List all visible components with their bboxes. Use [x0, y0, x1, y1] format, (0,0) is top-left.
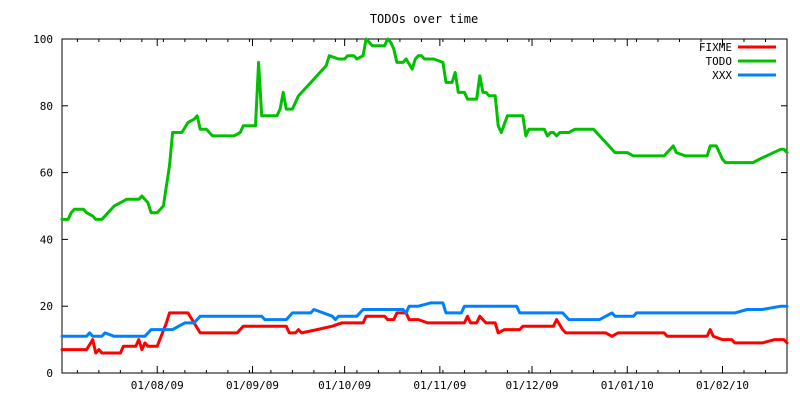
x-tick-label: 01/09/09: [226, 379, 279, 392]
series-line-xxx: [60, 301, 789, 338]
x-tick-label: 01/10/09: [318, 379, 371, 392]
legend: FIXME TODO XXX: [699, 41, 776, 82]
legend-label-xxx: XXX: [712, 69, 732, 82]
x-tick-label: 01/11/09: [413, 379, 466, 392]
x-tick-label: 01/08/09: [131, 379, 184, 392]
legend-item-fixme: FIXME: [699, 41, 776, 54]
y-tick-label: 40: [40, 233, 53, 246]
y-tick-label: 0: [46, 367, 53, 380]
y-tick-label: 80: [40, 100, 53, 113]
chart-title: TODOs over time: [370, 12, 478, 26]
y-tick-label: 20: [40, 300, 53, 313]
legend-item-todo: TODO: [706, 55, 776, 68]
y-axis: 0 20 40 60 80 100: [33, 33, 787, 380]
series-line-todo: [60, 37, 789, 221]
series-layer: [60, 37, 789, 355]
x-tick-label: 01/12/09: [506, 379, 559, 392]
legend-label-todo: TODO: [706, 55, 733, 68]
series-line-fixme: [60, 311, 789, 355]
y-tick-label: 100: [33, 33, 53, 46]
legend-item-xxx: XXX: [712, 69, 776, 82]
plot-frame: [61, 38, 788, 374]
y-tick-label: 60: [40, 167, 53, 180]
x-tick-label: 01/01/10: [601, 379, 654, 392]
x-tick-label: 01/02/10: [696, 379, 749, 392]
x-axis: 01/08/09 01/09/09 01/10/09 01/11/09 01/12/09…: [76, 39, 788, 392]
legend-label-fixme: FIXME: [699, 41, 732, 54]
